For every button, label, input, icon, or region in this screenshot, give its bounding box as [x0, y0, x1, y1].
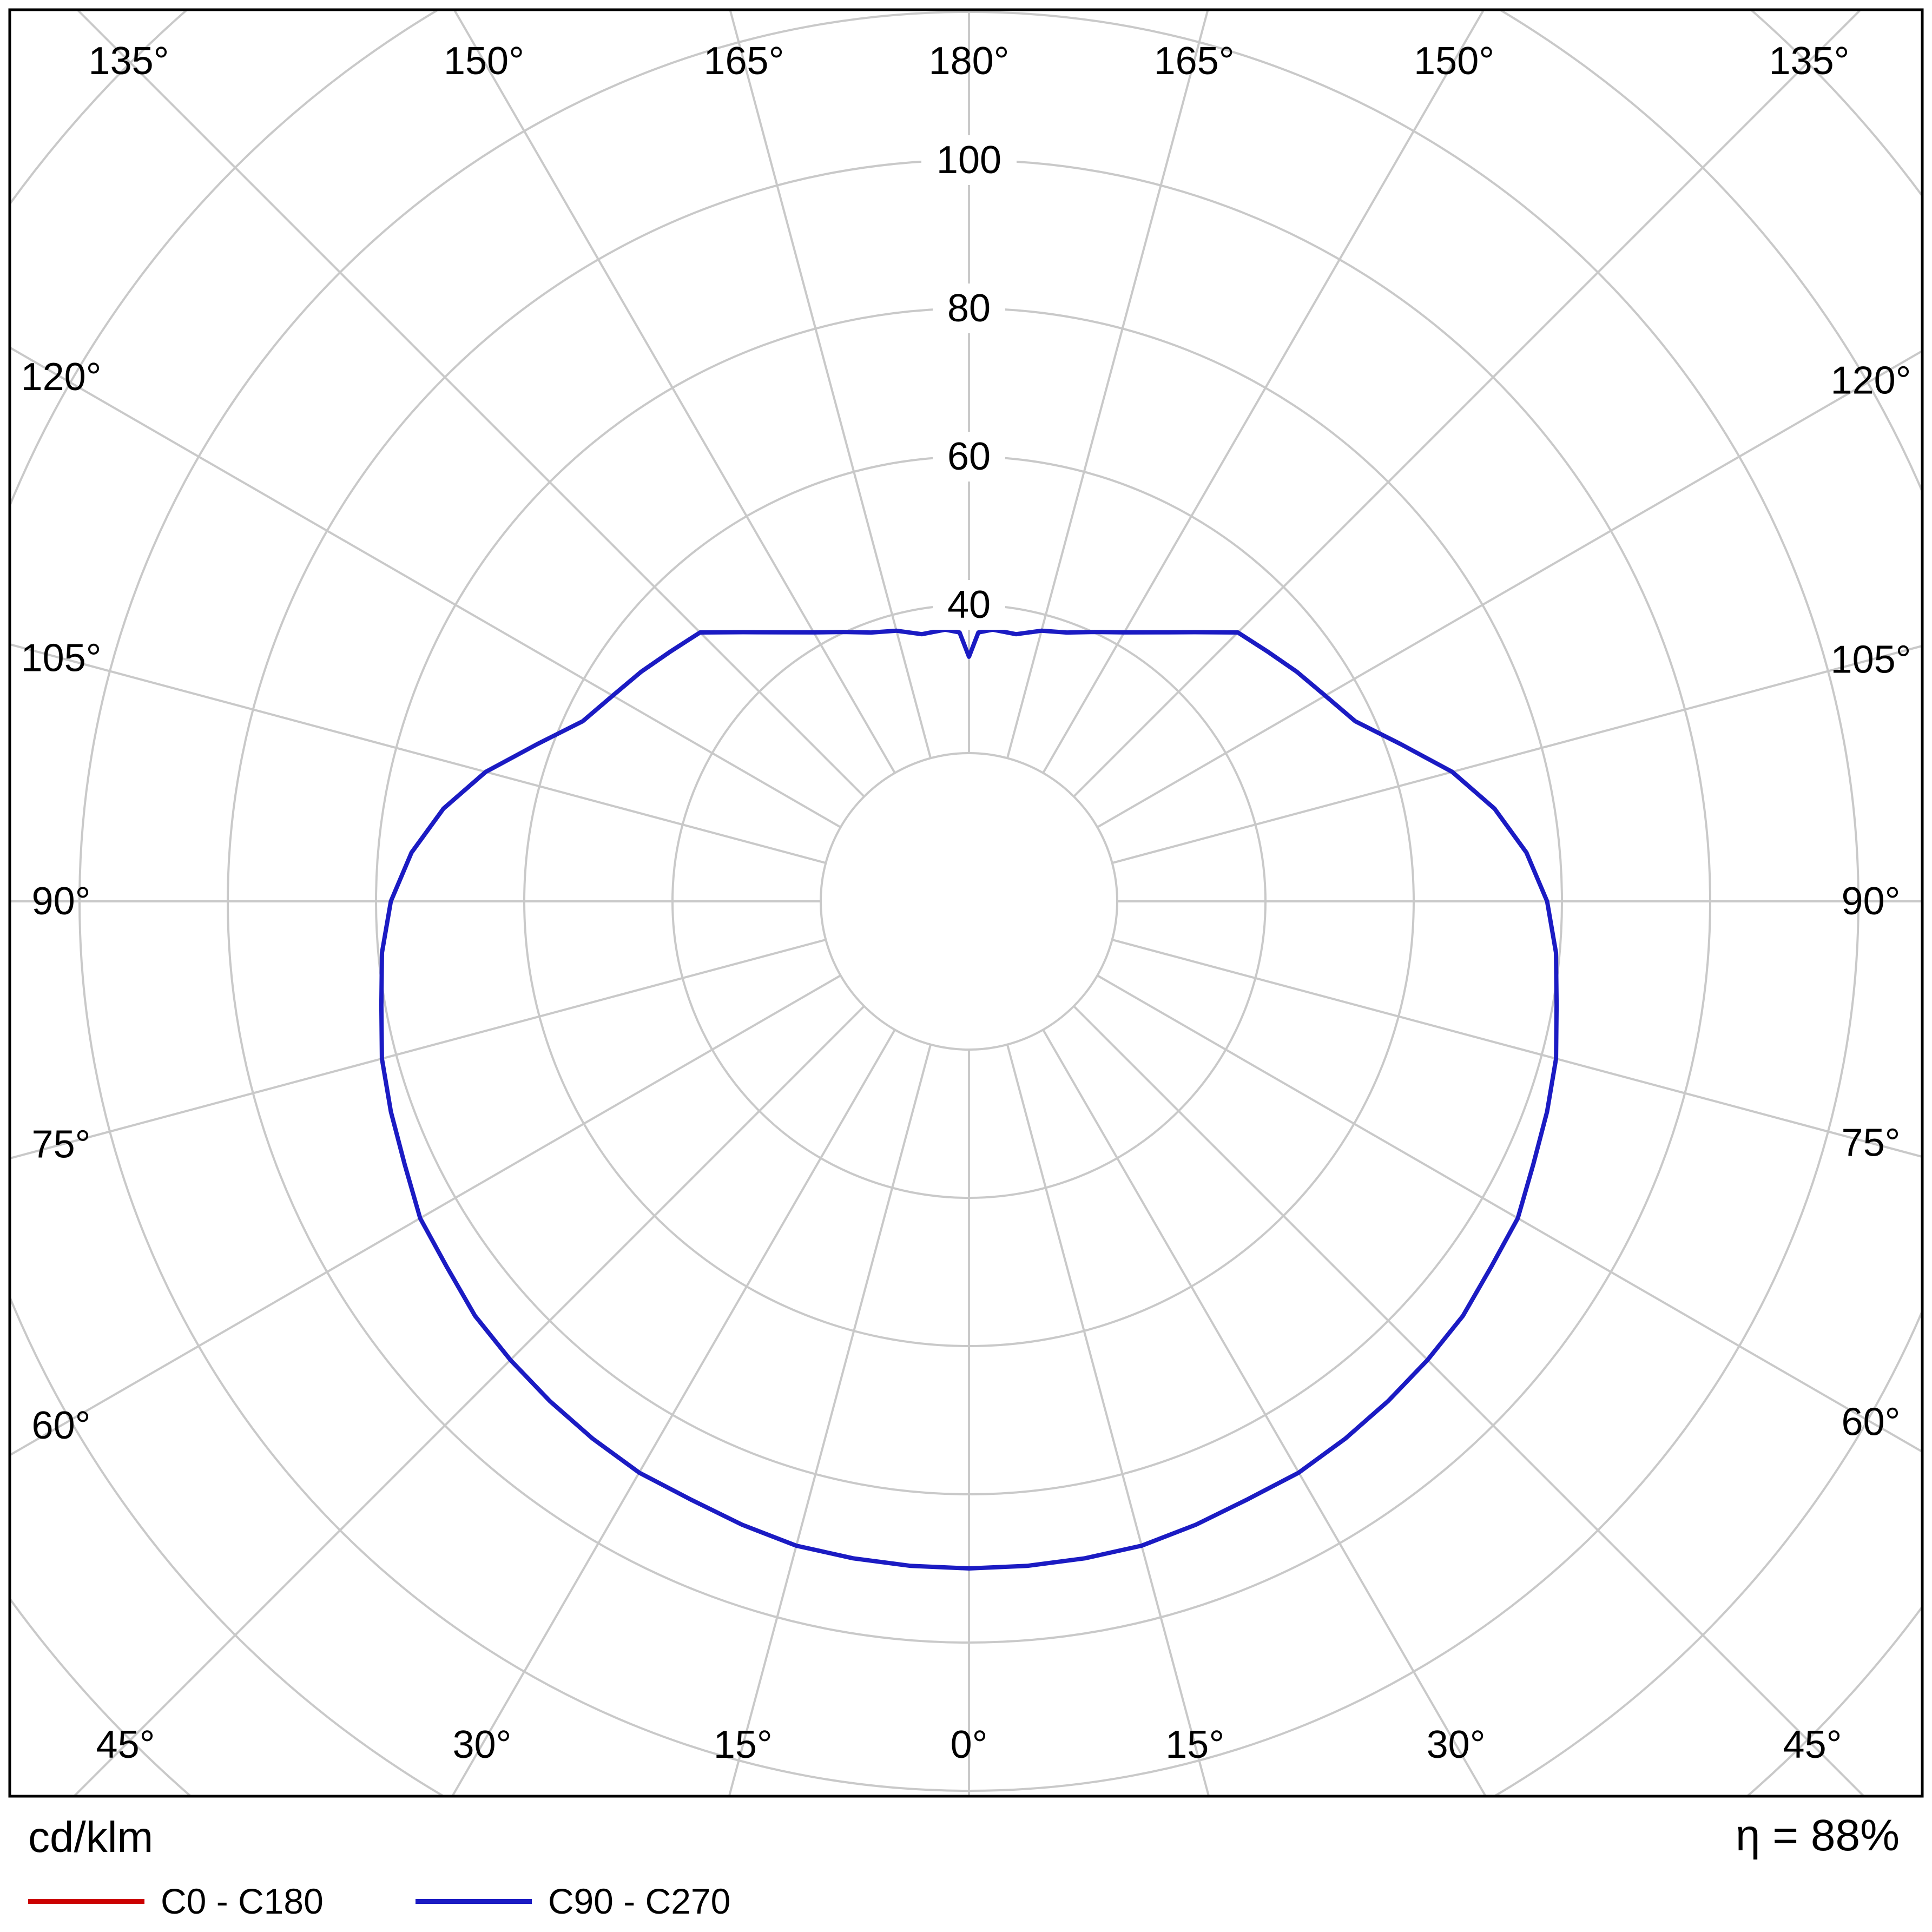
unit-label: cd/klm: [28, 1813, 154, 1861]
c90-c270-line-swatch: [415, 1898, 532, 1904]
ring-label: 60: [947, 435, 991, 478]
angle-label: 120°: [1831, 359, 1911, 403]
angle-label: 60°: [1842, 1400, 1901, 1443]
legend-label-c0-c180: C0 - C180: [161, 1881, 324, 1921]
angle-label: 15°: [1165, 1723, 1224, 1766]
grid-circle: [820, 752, 1118, 1051]
grid-ray: [1097, 350, 1922, 828]
angle-label: 60°: [32, 1404, 91, 1447]
angle-label: 150°: [444, 39, 524, 83]
grid-ray: [72, 1005, 865, 1796]
angle-label: 165°: [1154, 39, 1235, 83]
angle-label: 75°: [32, 1123, 91, 1166]
ring-label-backing: [933, 283, 1005, 333]
grid-ray: [10, 974, 841, 1456]
ring-label-backing: [921, 135, 1017, 185]
angle-label: 90°: [32, 880, 91, 923]
legend-item-c90-c270: C90 - C270: [415, 1881, 731, 1921]
ring-label-backing: [933, 432, 1005, 482]
angle-label: 135°: [89, 39, 169, 83]
angle-label: 45°: [1783, 1723, 1842, 1766]
angle-label: 0°: [951, 1723, 988, 1766]
angle-label: 165°: [703, 39, 784, 83]
legend-item-c0-c180: C0 - C180: [28, 1882, 324, 1921]
grid-ray: [1042, 1029, 1487, 1796]
angle-label: 180°: [929, 39, 1010, 83]
angle-label: 90°: [1842, 880, 1901, 923]
grid-ray: [728, 1044, 932, 1796]
distribution-curves: [379, 627, 1559, 1571]
angle-label: 120°: [21, 355, 102, 399]
grid-ray: [1112, 938, 1922, 1158]
ring-label: 80: [947, 287, 991, 330]
grid-ray: [729, 10, 932, 759]
angle-label: 75°: [1842, 1122, 1901, 1165]
angle-label: 135°: [1769, 39, 1850, 83]
c90-c270-curve: [379, 627, 1559, 1571]
angle-label: 45°: [96, 1723, 155, 1766]
grid-ray: [1042, 10, 1485, 774]
grid-ray: [10, 938, 826, 1160]
ring-label: 100: [937, 139, 1001, 182]
angle-label: 105°: [1831, 638, 1911, 681]
chart-legend: C0 - C180 C90 - C270: [28, 1882, 730, 1921]
grid-ray: [451, 1029, 896, 1796]
angle-label: 30°: [1427, 1723, 1486, 1766]
grid-ray: [1006, 1044, 1210, 1796]
grid-ray: [1073, 1005, 1865, 1796]
grid-ray: [10, 346, 841, 828]
efficiency-label: η = 88%: [1735, 1811, 1900, 1860]
c0-c180-line-swatch: [28, 1898, 144, 1904]
grid-ray: [76, 10, 865, 797]
grid-ray: [1006, 10, 1209, 759]
grid-ray: [1112, 644, 1922, 865]
angle-label: 30°: [452, 1723, 511, 1766]
ring-label-backing: [933, 580, 1005, 630]
grid-ray: [453, 10, 896, 774]
angle-label: 150°: [1414, 39, 1494, 83]
legend-label-c90-c270: C90 - C270: [548, 1881, 731, 1921]
grid-ray: [1073, 10, 1862, 797]
grid-ray: [1097, 974, 1922, 1453]
angle-label: 15°: [714, 1723, 773, 1766]
angle-label: 105°: [21, 636, 102, 680]
chart-frame: [8, 8, 1924, 1798]
ring-label: 40: [947, 583, 991, 627]
grid-ray: [10, 643, 826, 865]
